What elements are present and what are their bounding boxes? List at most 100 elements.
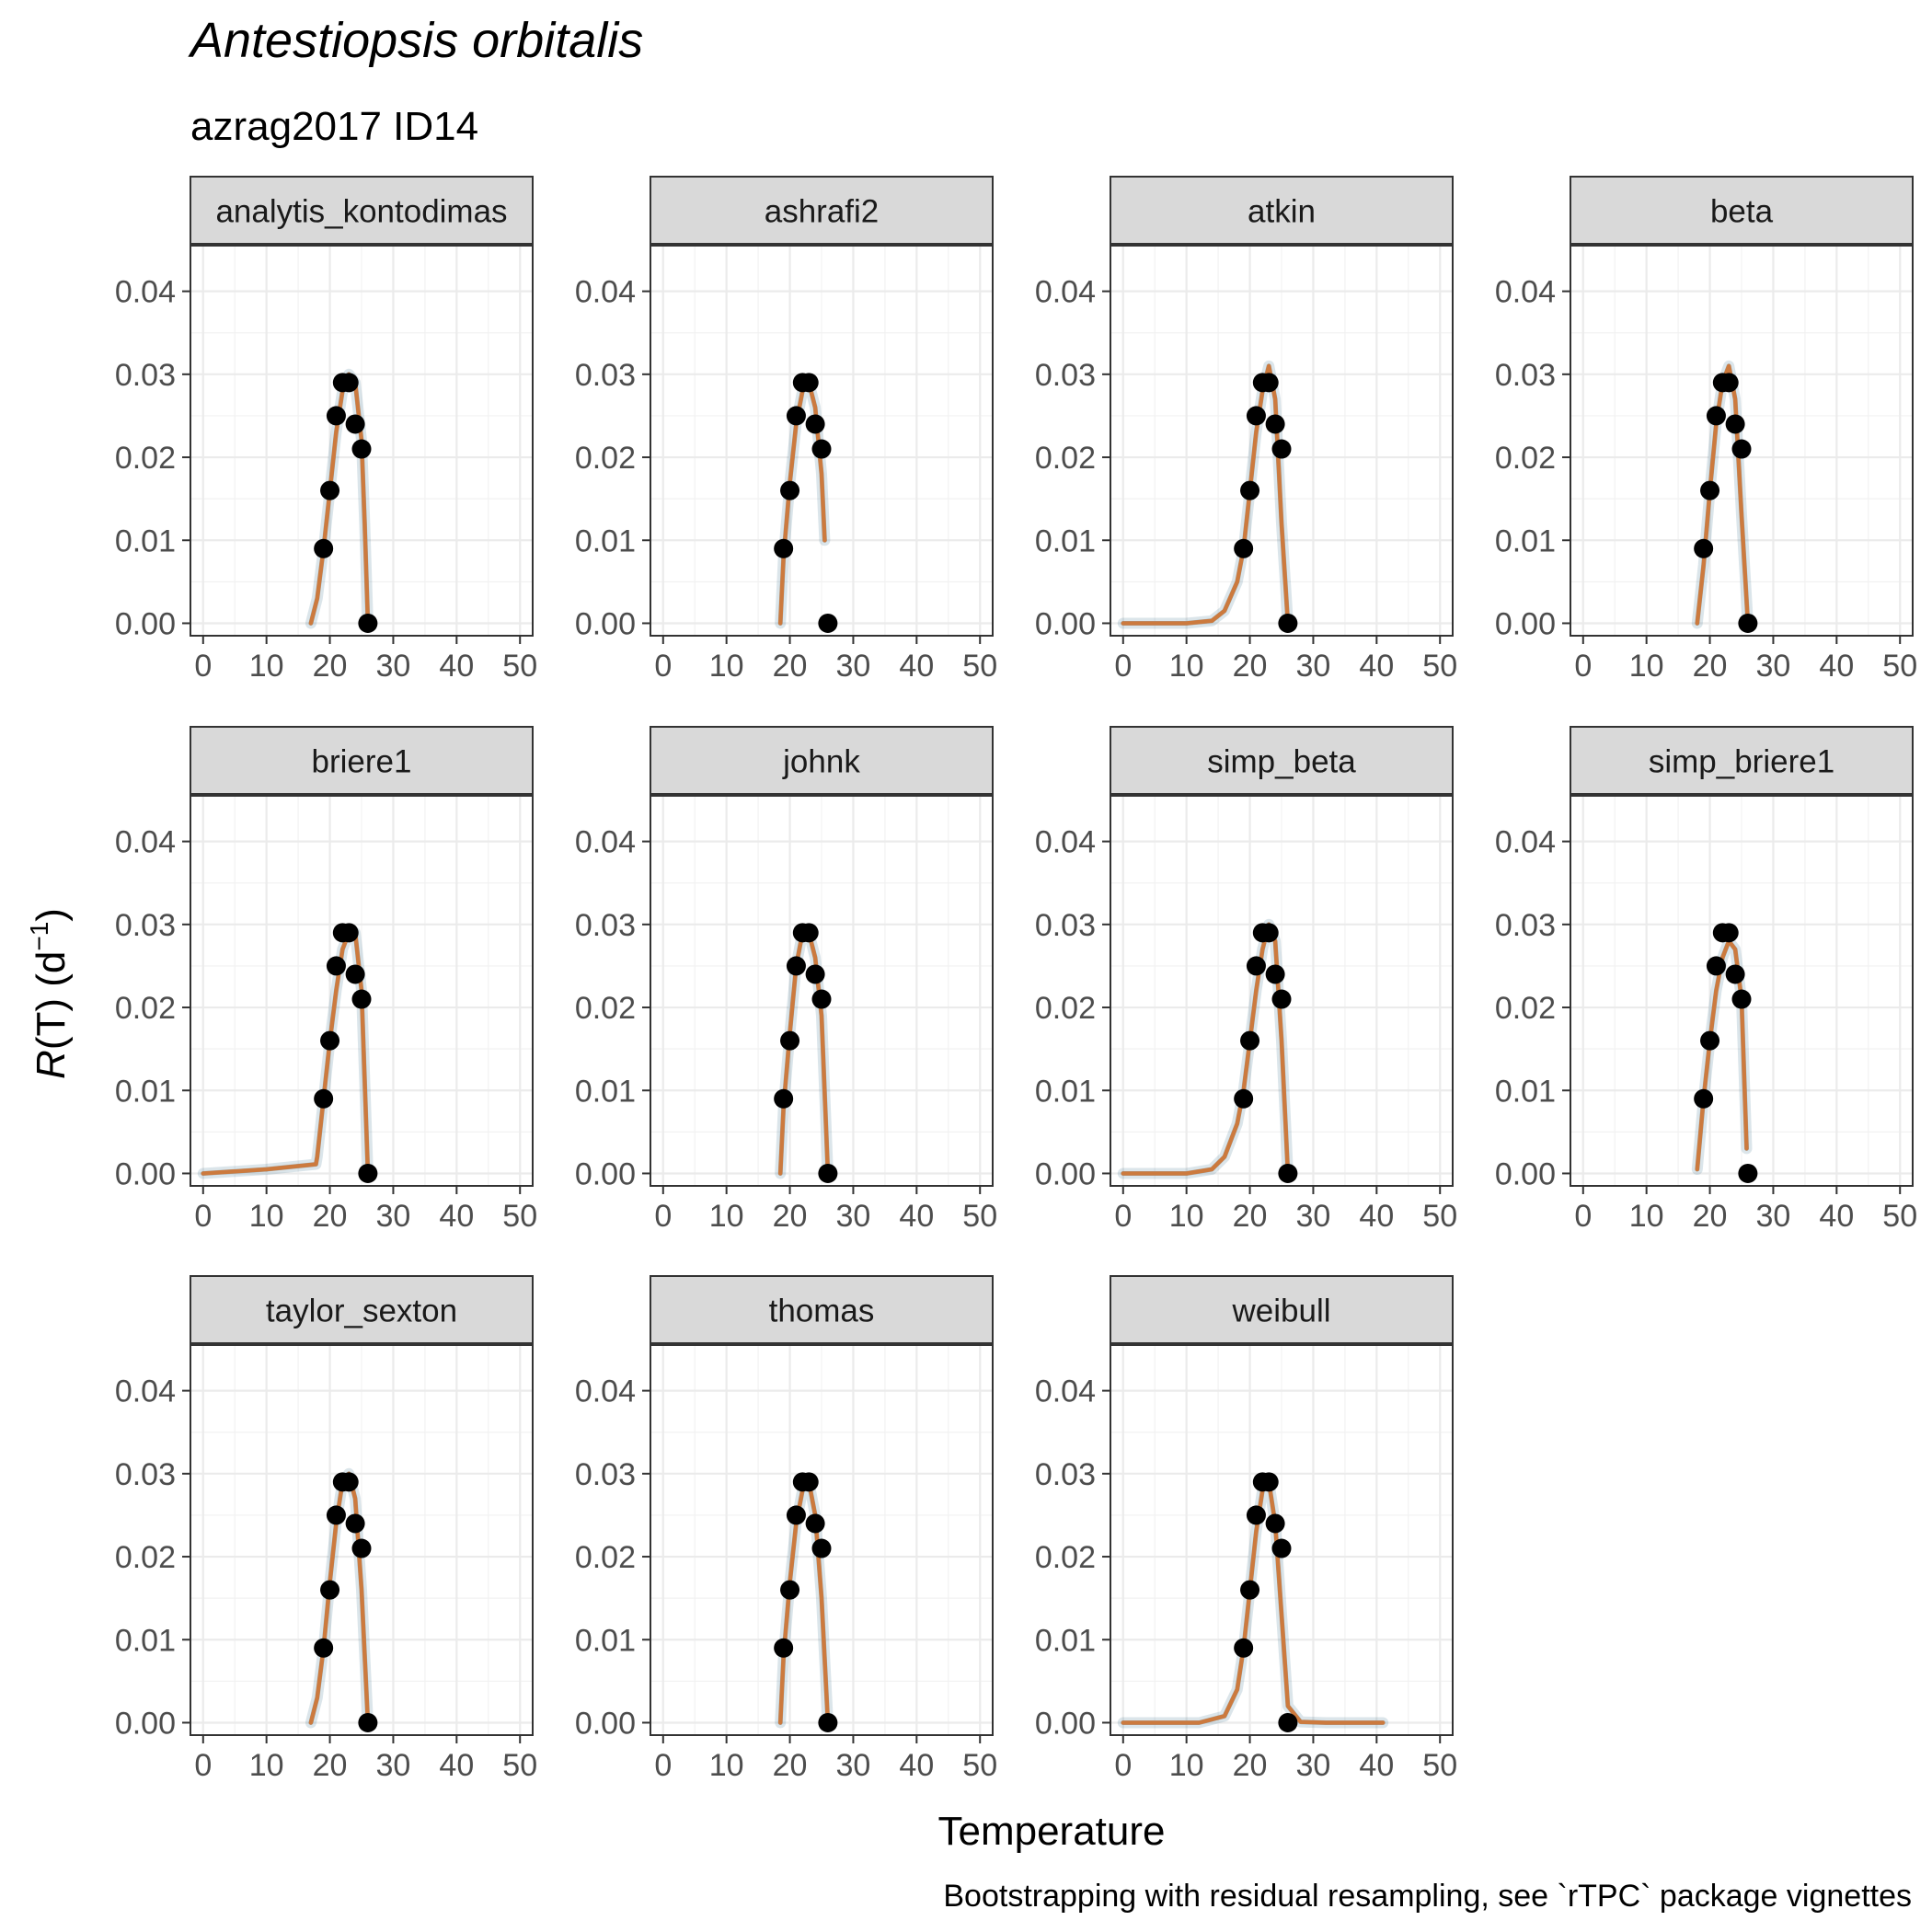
y-tick-label: 0.02 [1035,1540,1096,1575]
y-tick-label: 0.01 [575,523,636,558]
data-point [1246,956,1266,976]
y-axis-label-exponent: −1 [25,922,53,951]
y-tick-label: 0.00 [1495,606,1556,641]
x-tick-label: 10 [709,1748,744,1783]
data-point [774,538,794,558]
data-point [1259,923,1279,943]
x-tick-label: 10 [1169,649,1204,684]
data-point [799,923,819,943]
x-tick-label: 30 [836,649,871,684]
y-tick-label: 0.00 [115,606,176,641]
data-point [314,1088,334,1109]
y-tick-label: 0.01 [115,1623,176,1658]
data-point [1719,923,1739,943]
x-tick-label: 50 [502,1748,537,1783]
x-tick-label: 40 [899,649,934,684]
x-tick-label: 30 [1756,1199,1791,1234]
chart-subtitle: azrag2017 ID14 [190,104,478,149]
x-tick-label: 20 [1233,1748,1268,1783]
facet-strip-label: atkin [1248,194,1316,230]
data-point [818,613,838,633]
data-point [818,1712,838,1732]
data-point [1234,538,1254,558]
y-tick-label: 0.04 [1495,825,1556,860]
x-tick-label: 50 [1422,1748,1457,1783]
y-tick-label: 0.03 [575,1457,636,1492]
y-tick-label: 0.03 [115,908,176,943]
y-tick-label: 0.04 [575,1374,636,1409]
data-point [326,406,346,426]
data-point [1259,1472,1279,1492]
data-point [780,1580,800,1600]
x-tick-label: 10 [1169,1199,1204,1234]
y-tick-label: 0.00 [1035,606,1096,641]
y-tick-label: 0.01 [115,523,176,558]
y-tick-label: 0.04 [1495,275,1556,310]
x-tick-label: 10 [1169,1748,1204,1783]
data-point [320,480,340,500]
y-tick-label: 0.01 [1035,1074,1096,1109]
data-point [1719,373,1739,393]
data-point [1234,1638,1254,1658]
y-tick-label: 0.04 [1035,275,1096,310]
y-tick-label: 0.03 [575,908,636,943]
facet-panel-simp_briere1: simp_briere1 0 10 20 30 40 50 0.00 0.01 0.02 0.03 0… [1495,726,1917,1234]
data-point [1725,964,1745,984]
data-point [326,956,346,976]
x-tick-label: 20 [1233,1199,1268,1234]
panel-border [650,1344,994,1736]
data-point [799,1472,819,1492]
data-point [786,406,806,426]
x-tick-label: 30 [376,1748,411,1783]
x-tick-label: 50 [1422,1199,1457,1234]
x-tick-label: 40 [1359,1199,1394,1234]
data-point [811,989,832,1009]
data-point [1731,989,1752,1009]
panel-border [1570,245,1914,637]
x-tick-label: 0 [654,649,672,684]
data-point [1271,989,1292,1009]
facet-panel-analytis_kontodimas: analytis_kontodimas 0 10 20 30 40 50 0.00 0.01 0.… [115,176,537,684]
data-point [358,1712,378,1732]
data-point [1738,613,1758,633]
facet-strip-label: thomas [769,1294,875,1329]
y-axis-label-body: (T) (d [29,951,74,1051]
y-tick-label: 0.03 [1035,1457,1096,1492]
x-tick-label: 20 [1693,649,1728,684]
x-tick-label: 50 [1882,649,1917,684]
y-tick-label: 0.01 [1495,523,1556,558]
data-point [811,439,832,459]
y-tick-label: 0.03 [1035,358,1096,393]
facet-strip-label: simp_briere1 [1649,744,1834,780]
data-point [351,439,372,459]
x-tick-label: 30 [1296,649,1331,684]
y-tick-label: 0.02 [1495,441,1556,476]
x-tick-label: 50 [962,1199,997,1234]
facet-strip [1110,1275,1454,1344]
y-tick-label: 0.03 [1035,908,1096,943]
x-tick-label: 0 [1114,1199,1132,1234]
x-tick-label: 30 [376,649,411,684]
x-tick-label: 10 [249,649,284,684]
x-tick-label: 10 [709,1199,744,1234]
facet-strip-label: johnk [782,744,860,780]
panel-border [1110,1344,1454,1736]
y-tick-label: 0.01 [1035,1623,1096,1658]
data-point [1694,538,1714,558]
data-point [314,538,334,558]
facet-panel-ashrafi2: ashrafi2 0 10 20 30 40 50 0.00 0.01 0.02 0.03 0.04 [575,176,997,684]
data-point [314,1638,334,1658]
facet-panels: analytis_kontodimas 0 10 20 30 40 50 0.00 0.01 0.… [115,176,1917,1783]
facet-strip [1110,726,1454,795]
facet-strip [1110,176,1454,245]
data-point [1265,414,1285,434]
x-tick-label: 20 [773,649,808,684]
x-tick-label: 20 [313,649,348,684]
data-point [1240,1580,1260,1600]
panel-border [190,795,534,1187]
panel-border [650,245,994,637]
x-tick-label: 0 [1114,1748,1132,1783]
data-point [786,956,806,976]
x-tick-label: 0 [1574,649,1592,684]
x-tick-label: 40 [439,1748,474,1783]
